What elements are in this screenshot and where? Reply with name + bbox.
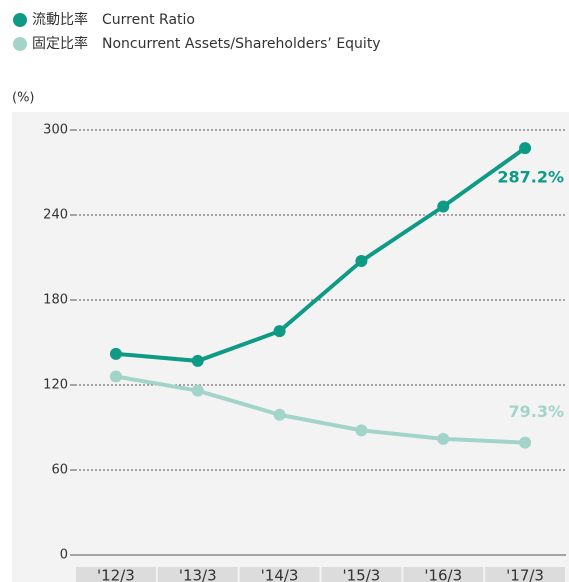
plot-background bbox=[12, 112, 569, 582]
series-line bbox=[115, 146, 527, 363]
category-box bbox=[321, 567, 402, 582]
y-tick-label: 240 bbox=[43, 208, 68, 223]
x-tick-label: '16/3 bbox=[424, 567, 462, 582]
data-point bbox=[355, 424, 368, 437]
data-point bbox=[273, 325, 286, 338]
series-line bbox=[115, 374, 526, 445]
category-box bbox=[239, 567, 320, 582]
data-point bbox=[109, 347, 122, 360]
data-point bbox=[437, 432, 450, 445]
y-axis-label: (%) bbox=[12, 91, 35, 106]
legend-marker bbox=[13, 13, 27, 27]
category-box bbox=[485, 567, 565, 582]
legend-label: 流動比率 Current Ratio bbox=[32, 11, 195, 28]
x-tick-label: '17/3 bbox=[506, 567, 544, 582]
y-tick-label: 60 bbox=[51, 463, 68, 478]
data-point bbox=[191, 354, 204, 367]
data-point bbox=[109, 370, 122, 383]
x-tick-label: '12/3 bbox=[97, 567, 135, 582]
data-point bbox=[519, 142, 532, 155]
y-tick-label: 300 bbox=[43, 123, 68, 138]
y-tick-label: 120 bbox=[43, 378, 68, 393]
data-label: 79.3% bbox=[508, 402, 564, 421]
category-box bbox=[403, 567, 484, 582]
y-tick-label: 0 bbox=[60, 548, 68, 563]
y-tick-label: 180 bbox=[43, 293, 68, 308]
data-point bbox=[519, 436, 532, 449]
data-point bbox=[437, 200, 450, 213]
legend-label: 固定比率 Noncurrent Assets/Shareholders’ Equ… bbox=[32, 35, 381, 52]
x-tick-label: '14/3 bbox=[261, 567, 299, 582]
data-point bbox=[191, 384, 204, 397]
legend-marker bbox=[13, 37, 27, 51]
x-tick-label: '13/3 bbox=[179, 567, 217, 582]
x-tick-label: '15/3 bbox=[343, 567, 381, 582]
data-point bbox=[273, 408, 286, 421]
data-label: 287.2% bbox=[497, 168, 564, 187]
category-box bbox=[76, 567, 156, 582]
data-point bbox=[355, 255, 368, 268]
category-box bbox=[157, 567, 238, 582]
